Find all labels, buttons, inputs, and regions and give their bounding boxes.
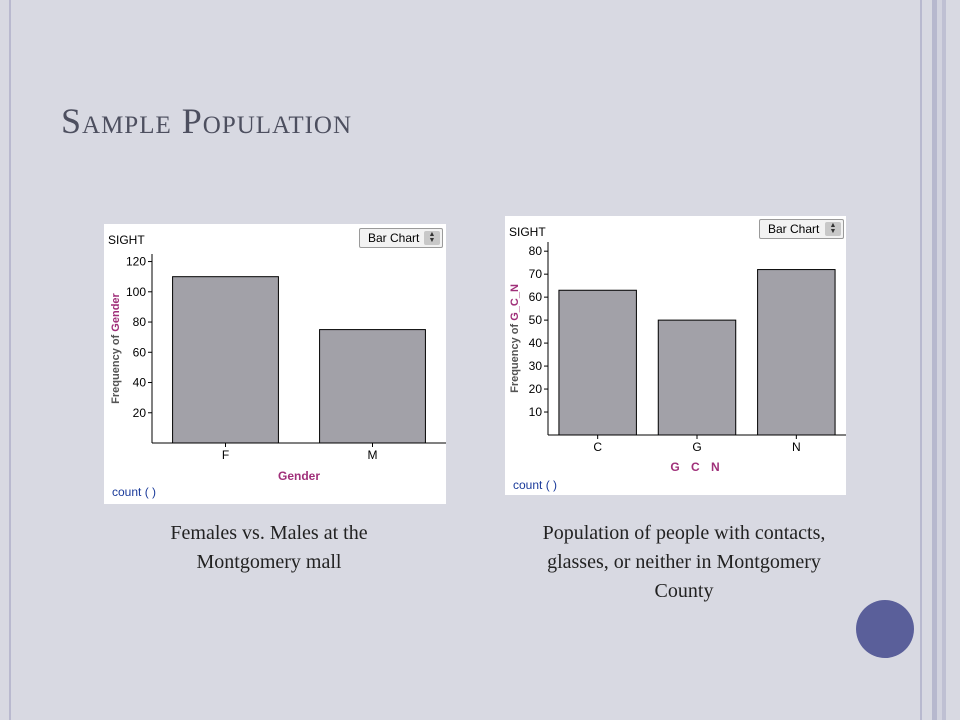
y-tick-label: 70: [529, 267, 543, 281]
y-axis-label-prefix: Frequency of: [509, 321, 521, 393]
y-tick-label: 80: [529, 244, 543, 258]
y-tick-label: 100: [126, 285, 146, 299]
sight-bar-chart-panel: SIGHT 10 20 30 40 50 60 70 80 C G N G C N Frequency o…: [505, 216, 846, 495]
y-tick-label: 120: [126, 255, 146, 269]
y-tick-label: 20: [133, 406, 147, 420]
x-tick-label: C: [593, 440, 602, 454]
y-axis-label-variable: Gender: [110, 292, 122, 331]
y-axis-label: Frequency of G_C_N: [509, 284, 521, 393]
y-tick-label: 40: [529, 336, 543, 350]
slide-border-right: [918, 0, 960, 720]
y-axis-label-prefix: Frequency of: [110, 332, 122, 404]
y-tick-label: 10: [529, 405, 543, 419]
gender-bar-chart-panel: SIGHT 20 40 60 80 100 120 F M Gender Frequency of …: [104, 224, 446, 504]
bar-N: [757, 269, 836, 436]
count-footer: count ( ): [513, 478, 557, 492]
y-tick-label: 40: [133, 376, 147, 390]
x-tick-label: N: [792, 440, 801, 454]
y-axis-label-variable: G_C_N: [509, 284, 521, 321]
y-tick-label: 20: [529, 382, 543, 396]
x-axis-label: Gender: [278, 469, 320, 483]
y-tick-label: 50: [529, 313, 543, 327]
chart-type-dropdown[interactable]: Bar Chart ▲ ▼: [759, 219, 844, 239]
caption-gender-chart: Females vs. Males at the Montgomery mall: [170, 522, 368, 573]
y-axis-label: Frequency of Gender: [110, 292, 122, 403]
x-tick-label: G: [692, 440, 701, 454]
bar-M: [319, 329, 426, 444]
dataset-label: SIGHT: [509, 225, 546, 239]
sight-bar-chart: SIGHT 10 20 30 40 50 60 70 80 C G N G C N Frequency o…: [509, 225, 846, 492]
dataset-label: SIGHT: [108, 233, 145, 247]
y-tick-label: 60: [529, 290, 543, 304]
slide-title: Sample Population: [61, 101, 353, 141]
spinner-arrows-icon[interactable]: ▲ ▼: [825, 222, 841, 236]
x-axis-label: G C N: [670, 460, 723, 474]
count-footer: count ( ): [112, 485, 156, 499]
x-tick-label: F: [222, 448, 229, 462]
bar-C: [558, 289, 637, 436]
spinner-arrows-icon[interactable]: ▲ ▼: [424, 231, 440, 245]
y-tick-label: 60: [133, 345, 147, 359]
chart-type-dropdown-label: Bar Chart: [768, 222, 820, 236]
y-tick-label: 30: [529, 359, 543, 373]
decorative-circle: [856, 600, 914, 658]
bar-F: [172, 276, 279, 444]
y-tick-label: 80: [133, 315, 147, 329]
bar-G: [657, 319, 737, 436]
caption-sight-chart: Population of people with contacts, glas…: [542, 522, 826, 602]
chart-type-dropdown[interactable]: Bar Chart ▲ ▼: [359, 228, 443, 248]
chart-type-dropdown-label: Bar Chart: [368, 231, 420, 245]
x-tick-label: M: [368, 448, 378, 462]
slide-border-left: [0, 0, 11, 720]
